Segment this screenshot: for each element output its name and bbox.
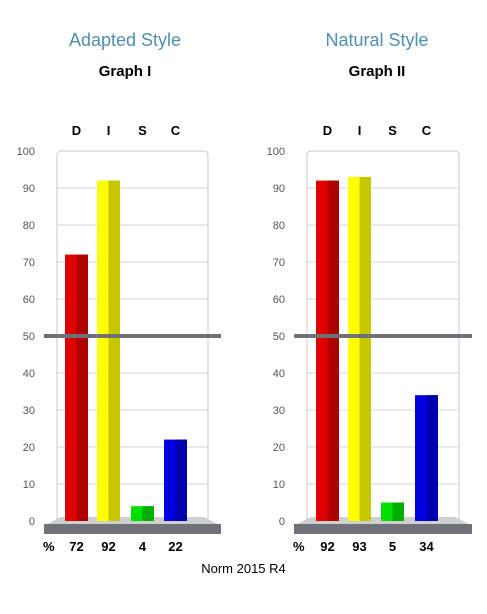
bar-shade xyxy=(108,180,120,521)
bar-shade xyxy=(392,502,404,521)
category-label: I xyxy=(107,123,111,138)
bar-d xyxy=(316,180,339,521)
y-tick-label: 90 xyxy=(23,183,35,195)
bar-shade xyxy=(426,395,438,521)
category-label: S xyxy=(388,123,397,138)
category-label: C xyxy=(422,123,432,138)
y-tick-label: 0 xyxy=(279,516,285,528)
floor-base xyxy=(44,524,221,534)
y-tick-label: 0 xyxy=(29,516,35,528)
y-tick-label: 10 xyxy=(273,479,285,491)
percent-label: % xyxy=(43,539,55,554)
y-tick-label: 30 xyxy=(273,405,285,417)
y-tick-label: 100 xyxy=(17,146,35,158)
category-label: S xyxy=(138,123,147,138)
percent-label: % xyxy=(293,539,305,554)
y-tick-label: 80 xyxy=(23,220,35,232)
value-label: 34 xyxy=(419,539,434,554)
value-label: 72 xyxy=(69,539,83,554)
bar-d xyxy=(65,254,88,521)
natural-style-title: Natural Style xyxy=(325,30,429,50)
y-tick-label: 60 xyxy=(23,294,35,306)
bar-c xyxy=(164,439,187,521)
bar-c xyxy=(415,395,438,521)
bar-s xyxy=(131,506,154,521)
y-tick-label: 50 xyxy=(23,331,35,343)
y-tick-label: 30 xyxy=(23,405,35,417)
value-label: 92 xyxy=(320,539,334,554)
bar-i xyxy=(348,176,371,521)
bar-s xyxy=(381,502,404,521)
y-tick-label: 100 xyxy=(267,146,285,158)
y-tick-label: 80 xyxy=(273,220,285,232)
bar-shade xyxy=(175,439,187,521)
y-tick-label: 20 xyxy=(273,442,285,454)
category-label: D xyxy=(72,123,81,138)
value-label: 5 xyxy=(389,539,396,554)
category-label: C xyxy=(171,123,181,138)
bar-shade xyxy=(76,254,88,521)
adapted-style-title: Adapted Style xyxy=(68,30,182,50)
value-label: 4 xyxy=(139,539,147,554)
y-tick-label: 10 xyxy=(23,479,35,491)
value-label: 22 xyxy=(168,539,182,554)
value-label: 92 xyxy=(101,539,115,554)
graph-i-title: Graph I xyxy=(98,63,152,80)
y-tick-label: 40 xyxy=(23,368,35,380)
category-label: I xyxy=(358,123,362,138)
bar-shade xyxy=(359,176,371,521)
floor-base xyxy=(294,524,472,534)
y-tick-label: 40 xyxy=(273,368,285,380)
bar-shade xyxy=(327,180,339,521)
y-tick-label: 90 xyxy=(273,183,285,195)
value-label: 93 xyxy=(352,539,366,554)
y-tick-label: 50 xyxy=(273,331,285,343)
bar-i xyxy=(97,180,120,521)
y-tick-label: 70 xyxy=(23,257,35,269)
y-tick-label: 60 xyxy=(273,294,285,306)
norm-footer: Norm 2015 R4 xyxy=(201,561,286,576)
y-tick-label: 70 xyxy=(273,257,285,269)
graph-ii-title: Graph II xyxy=(348,63,406,80)
bar-shade xyxy=(142,506,154,521)
category-label: D xyxy=(323,123,332,138)
y-tick-label: 20 xyxy=(23,442,35,454)
